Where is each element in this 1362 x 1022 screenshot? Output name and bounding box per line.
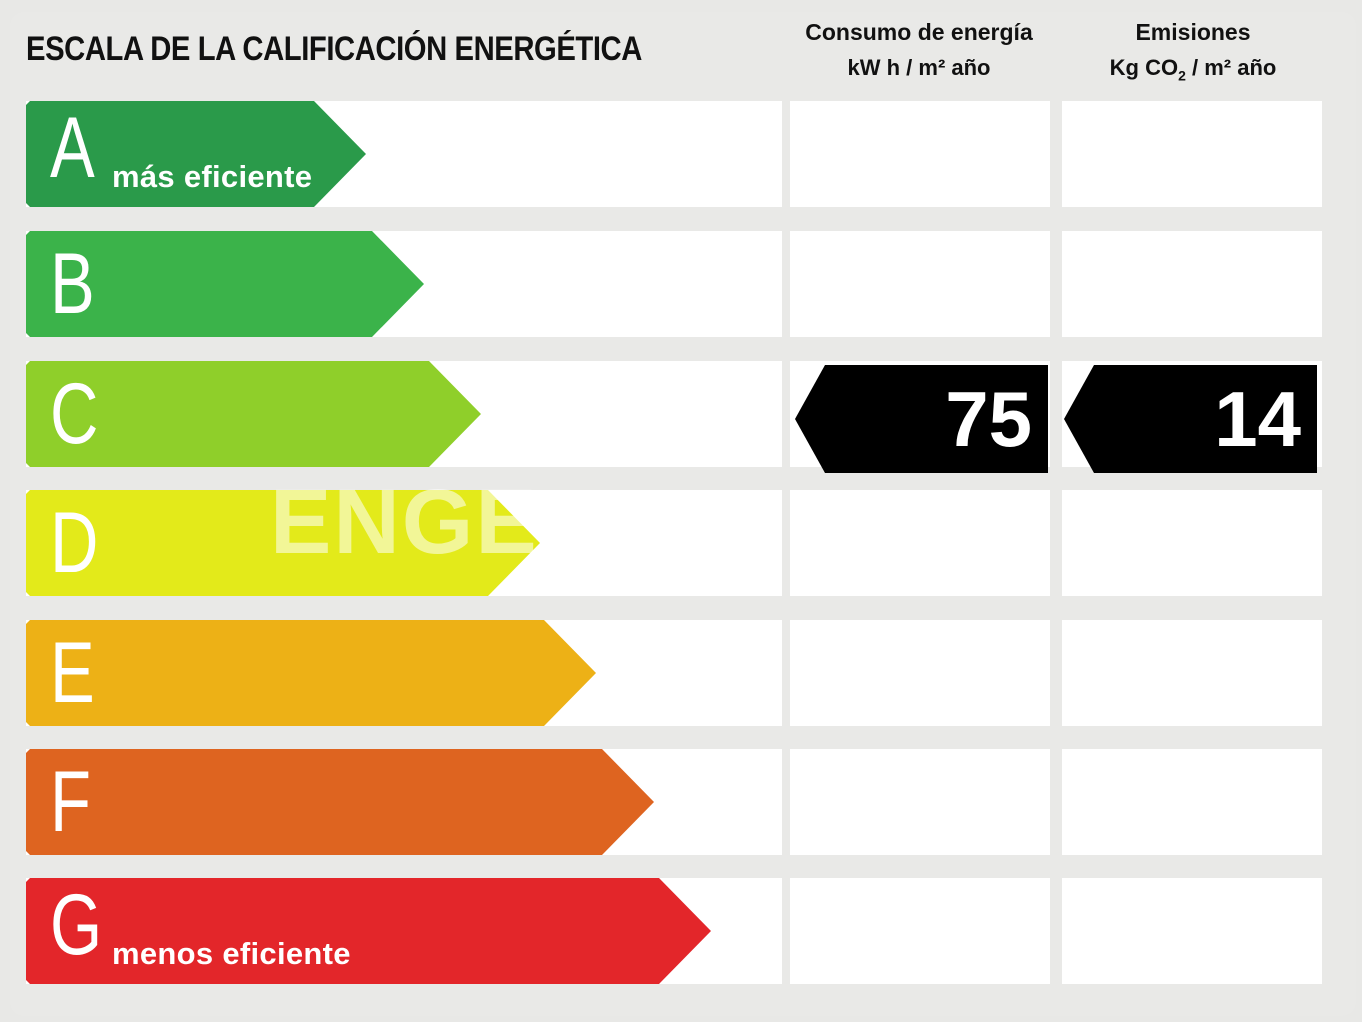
rating-arrow-f: [26, 749, 654, 855]
emissions-cell-a: [1062, 101, 1322, 207]
rating-arrow-shape: [26, 749, 654, 855]
energy-header-line1: Consumo de energía: [805, 19, 1033, 45]
rating-arrow-d: [26, 490, 540, 596]
energy-cell-a: [790, 101, 1050, 207]
rating-letter-e: E: [50, 625, 95, 721]
energy-value-marker: 75: [795, 365, 1048, 473]
rating-sublabel-a: más eficiente: [112, 159, 313, 194]
emissions-cell-d: [1062, 490, 1322, 596]
rating-arrow-shape: [26, 101, 366, 207]
rating-letter-a: A: [50, 100, 95, 196]
energy-header-unit: kW h / m² año: [847, 55, 991, 80]
energy-value-marker-value: 75: [945, 375, 1032, 463]
emissions-cell-b: [1062, 231, 1322, 337]
energy-cell-b: [790, 231, 1050, 337]
rating-sublabel-g: menos eficiente: [112, 936, 351, 971]
emissions-value-marker: 14: [1064, 365, 1317, 473]
rating-arrow-a: [26, 101, 366, 207]
energy-column-header: Consumo de energía kW h / m² año: [788, 14, 1050, 86]
energy-cell-d: [790, 490, 1050, 596]
energy-cell-f: [790, 749, 1050, 855]
emissions-column-header: Emisiones Kg CO2 / m² año: [1062, 14, 1324, 93]
rating-arrow-c: [26, 361, 481, 467]
energy-cell-g: [790, 878, 1050, 984]
rating-letter-c: C: [50, 366, 99, 462]
energy-cell-e: [790, 620, 1050, 726]
emissions-value-marker-value: 14: [1214, 375, 1301, 463]
rating-arrow-g: [26, 878, 711, 984]
rating-arrow-e: [26, 620, 596, 726]
emissions-cell-f: [1062, 749, 1322, 855]
rating-arrow-shape: [26, 361, 481, 467]
rating-letter-f: F: [50, 754, 91, 850]
rating-letter-b: B: [50, 236, 95, 332]
rating-letter-g: G: [50, 877, 103, 973]
rating-arrow-shape: [26, 490, 540, 596]
rating-arrow-b: [26, 231, 424, 337]
emissions-header-line1: Emisiones: [1135, 19, 1251, 45]
page-title: ESCALA DE LA CALIFICACIÓN ENERGÉTICA: [26, 30, 642, 68]
rating-arrow-shape: [26, 620, 596, 726]
rating-arrow-shape: [26, 231, 424, 337]
emissions-cell-e: [1062, 620, 1322, 726]
emissions-header-unit: Kg CO2 / m² año: [1109, 55, 1277, 84]
rating-arrow-shape: [26, 878, 711, 984]
emissions-cell-g: [1062, 878, 1322, 984]
rating-letter-d: D: [50, 495, 99, 591]
